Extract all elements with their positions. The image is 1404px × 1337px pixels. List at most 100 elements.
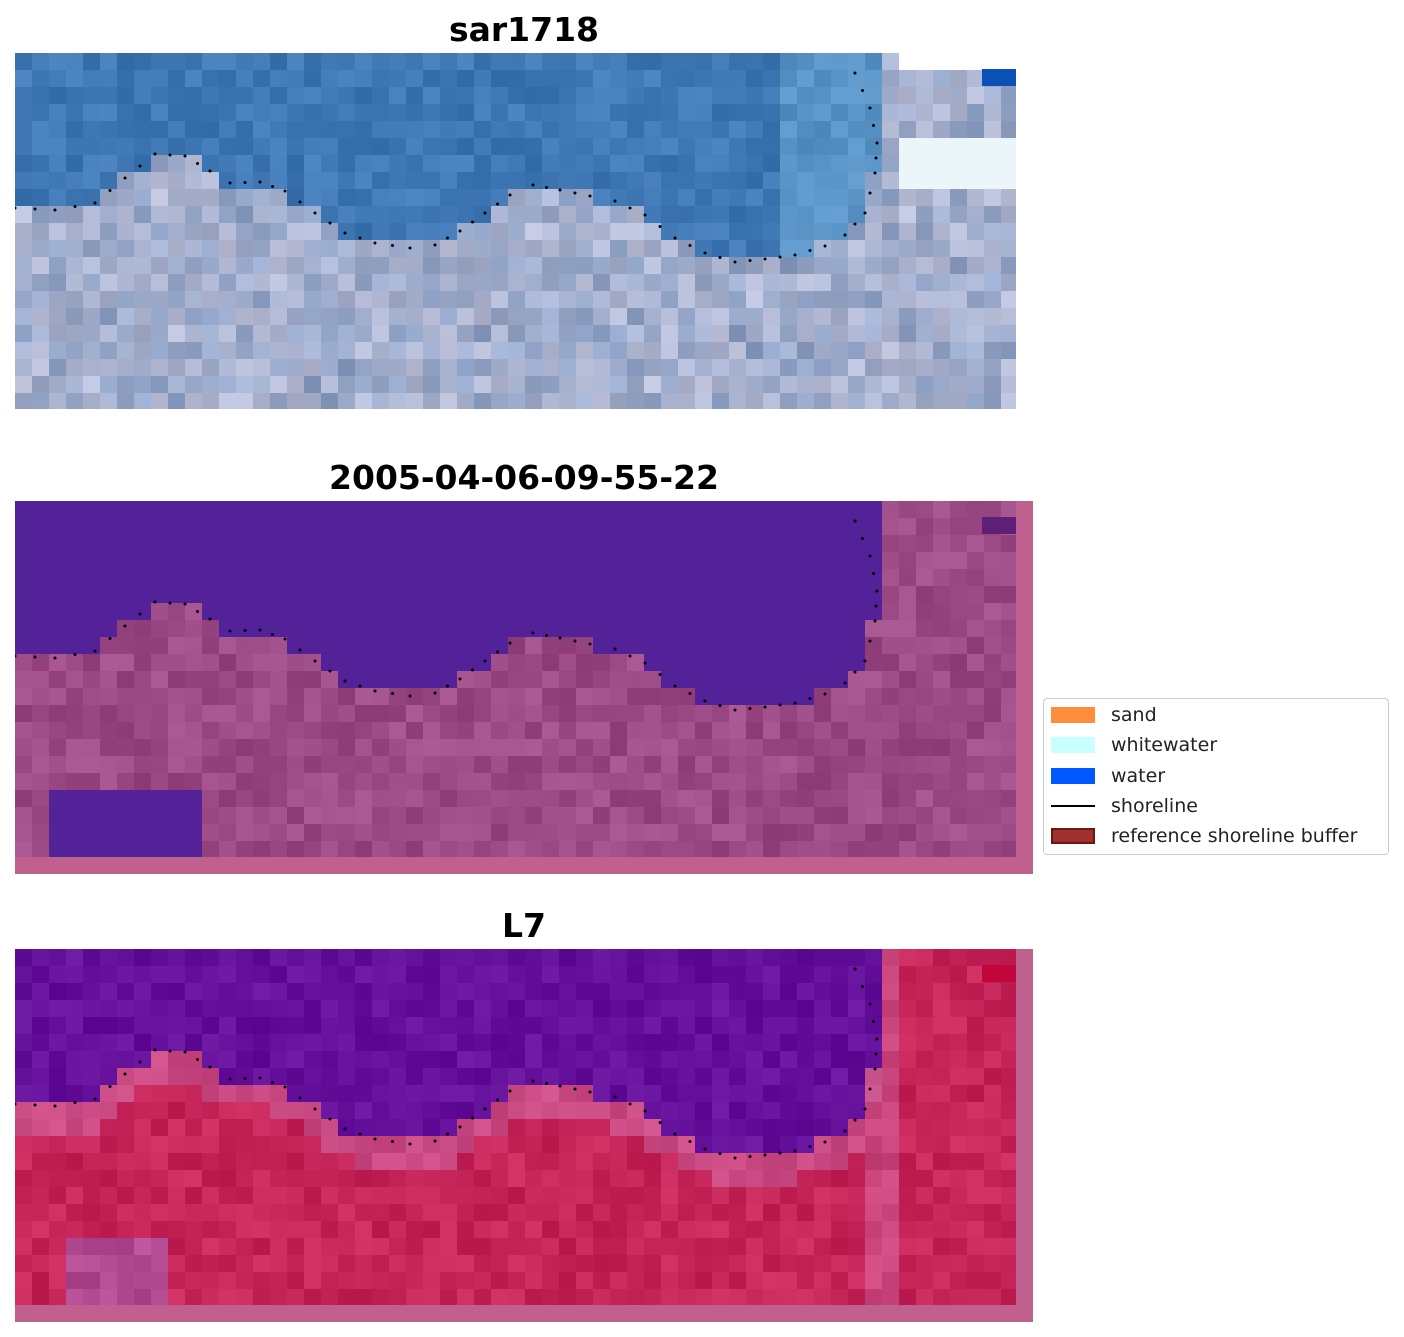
shoreline-point xyxy=(93,649,97,653)
image-pixel xyxy=(661,1017,678,1034)
image-pixel xyxy=(49,393,66,409)
image-pixel xyxy=(729,620,746,637)
image-pixel xyxy=(1001,705,1016,722)
image-pixel xyxy=(372,705,389,722)
image-pixel xyxy=(100,376,117,393)
image-pixel xyxy=(865,1051,882,1068)
image-pixel xyxy=(746,1204,763,1221)
image-pixel xyxy=(882,172,899,189)
image-pixel xyxy=(933,1221,950,1238)
image-pixel xyxy=(270,671,287,688)
image-pixel xyxy=(372,1204,389,1221)
image-pixel xyxy=(508,773,525,790)
image-pixel xyxy=(559,705,576,722)
image-pixel xyxy=(627,518,644,535)
image-pixel xyxy=(525,189,542,206)
image-pixel xyxy=(542,1187,559,1204)
image-pixel xyxy=(831,206,848,223)
image-pixel xyxy=(508,705,525,722)
image-pixel xyxy=(287,983,304,1000)
image-pixel xyxy=(185,206,202,223)
image-pixel xyxy=(236,393,253,409)
image-pixel xyxy=(814,291,831,308)
image-pixel xyxy=(899,1238,916,1255)
image-pixel xyxy=(440,240,457,257)
image-pixel xyxy=(593,393,610,409)
image-pixel xyxy=(712,983,729,1000)
shoreline-point xyxy=(853,71,857,75)
image-pixel xyxy=(814,1068,831,1085)
image-pixel xyxy=(270,569,287,586)
image-pixel xyxy=(287,1085,304,1102)
image-pixel xyxy=(559,1102,576,1119)
image-pixel xyxy=(185,671,202,688)
image-pixel xyxy=(525,654,542,671)
image-pixel xyxy=(593,1000,610,1017)
image-pixel xyxy=(338,654,355,671)
image-pixel xyxy=(559,240,576,257)
image-pixel xyxy=(253,535,270,552)
image-pixel xyxy=(32,53,49,70)
image-pixel xyxy=(899,654,916,671)
image-pixel xyxy=(372,1017,389,1034)
image-pixel xyxy=(610,1136,627,1153)
image-pixel xyxy=(525,1000,542,1017)
image-pixel xyxy=(848,1255,865,1272)
image-pixel xyxy=(950,637,967,654)
image-pixel xyxy=(729,138,746,155)
image-pixel xyxy=(508,104,525,121)
image-pixel xyxy=(151,722,168,739)
image-pixel xyxy=(814,342,831,359)
image-pixel xyxy=(831,841,848,857)
image-pixel xyxy=(321,1119,338,1136)
image-pixel xyxy=(32,1136,49,1153)
image-pixel xyxy=(848,501,865,518)
image-pixel xyxy=(270,206,287,223)
image-pixel xyxy=(661,671,678,688)
image-pixel xyxy=(559,308,576,325)
image-pixel xyxy=(882,1153,899,1170)
image-pixel xyxy=(253,949,270,966)
image-pixel xyxy=(984,155,1001,172)
image-pixel xyxy=(882,1068,899,1085)
image-pixel xyxy=(270,223,287,240)
image-pixel xyxy=(338,376,355,393)
image-pixel xyxy=(236,257,253,274)
image-pixel xyxy=(304,949,321,966)
image-pixel xyxy=(610,1017,627,1034)
image-pixel xyxy=(780,1221,797,1238)
image-pixel xyxy=(712,1238,729,1255)
image-pixel xyxy=(270,1068,287,1085)
image-pixel xyxy=(678,620,695,637)
image-pixel xyxy=(457,70,474,87)
image-pixel xyxy=(440,773,457,790)
image-pixel xyxy=(117,824,134,841)
image-pixel xyxy=(644,671,661,688)
image-pixel xyxy=(457,257,474,274)
image-pixel xyxy=(525,756,542,773)
image-pixel xyxy=(236,1289,253,1305)
image-pixel xyxy=(882,1238,899,1255)
image-pixel xyxy=(763,1119,780,1136)
image-pixel xyxy=(899,70,916,87)
image-pixel xyxy=(219,1204,236,1221)
image-pixel xyxy=(83,325,100,342)
image-pixel xyxy=(627,1017,644,1034)
image-pixel xyxy=(661,172,678,189)
image-pixel xyxy=(491,342,508,359)
image-pixel xyxy=(151,603,168,620)
image-pixel xyxy=(134,501,151,518)
image-pixel xyxy=(304,841,321,857)
image-pixel xyxy=(882,620,899,637)
image-pixel xyxy=(423,1255,440,1272)
image-pixel xyxy=(440,87,457,104)
image-pixel xyxy=(644,1068,661,1085)
image-pixel xyxy=(899,586,916,603)
image-pixel xyxy=(933,104,950,121)
image-pixel xyxy=(712,325,729,342)
image-pixel xyxy=(542,1289,559,1305)
image-pixel xyxy=(287,53,304,70)
image-pixel xyxy=(100,552,117,569)
image-pixel xyxy=(151,1221,168,1238)
image-pixel xyxy=(134,206,151,223)
